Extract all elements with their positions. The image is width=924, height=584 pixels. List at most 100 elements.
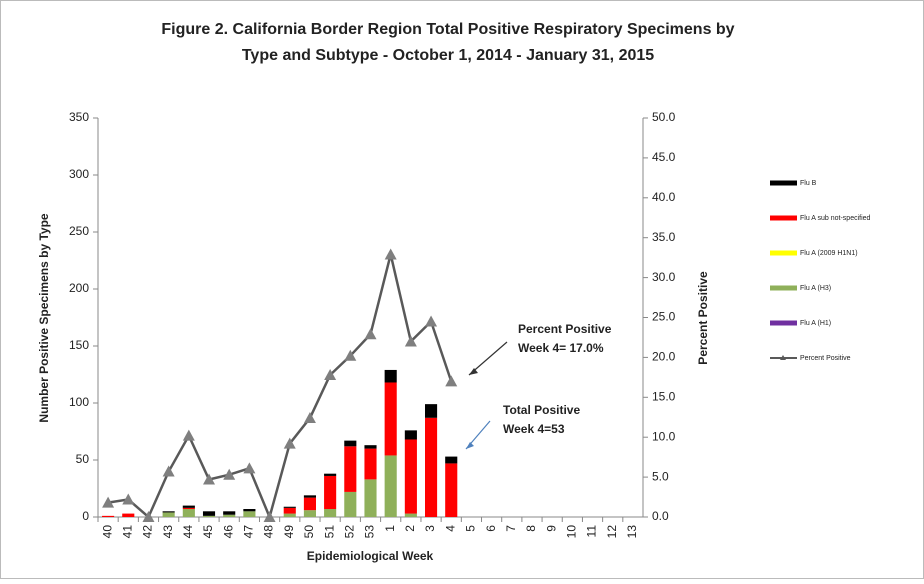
bar-segment	[324, 475, 337, 510]
bar-segment	[384, 369, 397, 383]
y2-tick-label: 5.0	[652, 469, 669, 483]
y-tick-label: 250	[69, 224, 89, 238]
x-tick-label: 41	[120, 525, 134, 539]
y2-tick-label: 35.0	[652, 230, 676, 244]
bar-segment	[364, 479, 377, 517]
x-tick-label: 10	[565, 525, 579, 539]
bar-segment	[303, 495, 316, 498]
y-tick-label: 100	[69, 395, 89, 409]
y2-tick-label: 40.0	[652, 190, 676, 204]
annotation-arrow	[468, 341, 508, 376]
line-marker	[303, 412, 316, 424]
annotation: Week 4=53	[503, 422, 565, 436]
y2-tick-label: 25.0	[652, 310, 676, 324]
chart-title: Type and Subtype - October 1, 2014 - Jan…	[242, 47, 654, 64]
bar-segment	[283, 513, 296, 517]
bar-segment	[425, 417, 438, 517]
legend-label: Flu A (H1)	[800, 320, 831, 327]
y2-tick-label: 0.0	[652, 509, 669, 523]
y2-tick-label: 30.0	[652, 270, 676, 284]
annotation: Percent Positive	[518, 322, 612, 336]
x-tick-label: 43	[161, 525, 175, 539]
bar-segment	[404, 439, 417, 514]
x-tick-label: 7	[504, 525, 518, 532]
y2-tick-label: 15.0	[652, 389, 676, 403]
y-tick-label: 0	[82, 509, 89, 523]
bar-segment	[445, 456, 458, 464]
x-tick-label: 46	[221, 525, 235, 539]
bar-segment	[364, 448, 377, 480]
bar-segment	[303, 497, 316, 511]
x-tick-label: 42	[141, 525, 155, 539]
x-tick-label: 50	[302, 525, 316, 539]
line-marker	[162, 465, 175, 477]
x-tick-label: 47	[242, 525, 256, 539]
x-tick-label: 53	[363, 525, 377, 539]
x-tick-label: 49	[282, 525, 296, 539]
x-tick-label: 40	[100, 525, 114, 539]
arrow-head	[469, 368, 478, 375]
bar-segment	[223, 511, 236, 515]
bar-segment	[162, 512, 175, 517]
x-tick-label: 5	[464, 525, 478, 532]
line-marker	[283, 437, 296, 449]
y2-tick-label: 10.0	[652, 429, 676, 443]
x-tick-label: 12	[605, 525, 619, 539]
y2-axis-title: Percent Positive	[696, 271, 710, 365]
legend-label: Flu A sub not-specified	[800, 215, 871, 222]
line-marker	[425, 315, 438, 327]
arrow-head	[466, 442, 474, 449]
x-tick-label: 51	[322, 525, 336, 539]
bar-segment	[324, 509, 337, 517]
line-marker	[263, 511, 276, 522]
y-tick-label: 150	[69, 338, 89, 352]
bar-segment	[182, 505, 195, 508]
bar-segment	[223, 514, 236, 517]
legend-label: Flu B	[800, 180, 817, 187]
y2-tick-label: 20.0	[652, 350, 676, 364]
bar-segment	[283, 507, 296, 514]
bar-segment	[344, 491, 357, 517]
line-marker	[344, 349, 357, 361]
y-tick-label: 300	[69, 167, 89, 181]
annotation: Week 4= 17.0%	[518, 341, 604, 355]
bar-segment	[162, 511, 175, 513]
bar-segment	[182, 507, 195, 510]
chart-title: Figure 2. California Border Region Total…	[161, 21, 734, 38]
x-tick-label: 1	[383, 525, 397, 532]
bar-segment	[202, 515, 216, 517]
legend-label: Percent Positive	[800, 355, 851, 362]
bar-segment	[102, 515, 115, 517]
bar-segment	[404, 430, 417, 440]
line-marker	[102, 496, 115, 508]
legend-marker	[780, 355, 786, 360]
x-tick-label: 6	[484, 525, 498, 532]
y-tick-label: 200	[69, 281, 89, 295]
legend-label: Flu A (2009 H1N1)	[800, 250, 858, 257]
line	[107, 254, 453, 521]
x-tick-label: 3	[423, 525, 437, 532]
line-marker	[122, 493, 135, 505]
bar-segment	[303, 510, 316, 517]
bar-segment	[243, 509, 256, 512]
line-marker	[182, 429, 195, 441]
bar-segment	[425, 404, 438, 418]
x-axis-title: Epidemiological Week	[307, 549, 434, 563]
y2-tick-label: 45.0	[652, 150, 676, 164]
line-marker	[142, 511, 155, 522]
x-tick-label: 8	[524, 525, 538, 532]
bar-segment	[182, 509, 195, 517]
annotation: Total Positive	[503, 403, 580, 417]
x-tick-label: 2	[403, 525, 417, 532]
legend-label: Flu A (H3)	[800, 285, 831, 292]
line-marker	[384, 248, 397, 260]
y-tick-label: 350	[69, 110, 89, 124]
bar-segment	[384, 382, 397, 456]
x-tick-label: 45	[201, 525, 215, 539]
bar-segment	[243, 511, 256, 517]
y-axis-title: Number Positive Specimens by Type	[37, 213, 51, 423]
x-tick-label: 52	[342, 525, 356, 539]
bar-segment	[344, 440, 357, 447]
